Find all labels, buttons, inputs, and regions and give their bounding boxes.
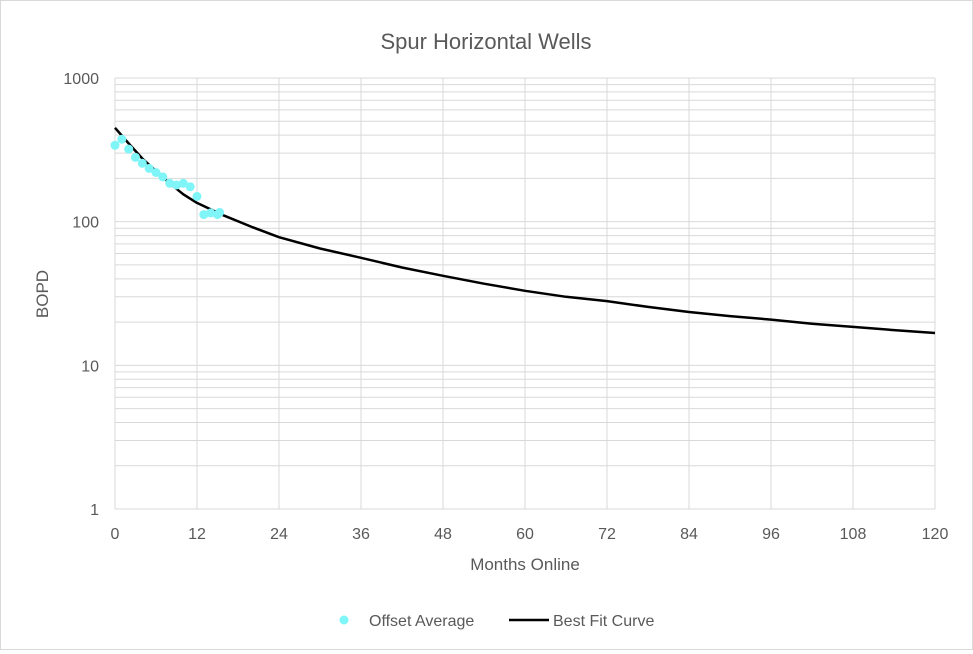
offset-average-point bbox=[178, 178, 188, 188]
x-axis-title: Months Online bbox=[470, 555, 580, 574]
x-axis-ticks: 0 12 24 36 48 60 72 84 96 108 120 bbox=[111, 526, 949, 543]
x-tick-label: 60 bbox=[516, 526, 534, 543]
y-tick-label: 100 bbox=[72, 215, 99, 232]
gridlines bbox=[114, 77, 936, 510]
offset-average-point bbox=[131, 152, 140, 162]
x-tick-label: 96 bbox=[762, 526, 780, 543]
x-tick-label: 84 bbox=[680, 526, 698, 543]
y-tick-label: 10 bbox=[81, 358, 99, 375]
x-tick-label: 24 bbox=[270, 526, 288, 543]
series-layer bbox=[110, 126, 936, 335]
offset-average-point bbox=[192, 191, 202, 201]
y-axis-ticks: 1 10 100 1000 bbox=[63, 71, 99, 519]
x-tick-label: 36 bbox=[352, 526, 370, 543]
legend-label-best-fit-curve: Best Fit Curve bbox=[553, 613, 654, 630]
offset-average-point bbox=[110, 140, 120, 150]
offset-average-point bbox=[172, 180, 181, 190]
offset-average-point bbox=[144, 163, 154, 173]
x-tick-label: 72 bbox=[598, 526, 616, 543]
offset-average-point bbox=[199, 210, 209, 220]
y-axis-title: BOPD bbox=[33, 270, 52, 318]
offset-average-point bbox=[185, 182, 195, 192]
x-tick-label: 120 bbox=[922, 526, 949, 543]
offset-average-point bbox=[151, 168, 161, 177]
offset-average-point bbox=[158, 172, 168, 182]
offset-average-point bbox=[215, 207, 225, 217]
offset-average-point bbox=[117, 134, 127, 144]
legend: Offset Average Best Fit Curve bbox=[339, 613, 654, 630]
y-tick-label: 1000 bbox=[63, 71, 99, 88]
x-tick-label: 0 bbox=[111, 526, 120, 543]
legend-label-offset-average: Offset Average bbox=[369, 613, 474, 630]
x-tick-label: 12 bbox=[188, 526, 206, 543]
chart-title: Spur Horizontal Wells bbox=[380, 29, 591, 54]
offset-average-point bbox=[137, 158, 147, 168]
offset-average-point bbox=[124, 144, 134, 154]
offset-average-point bbox=[165, 178, 175, 188]
offset-average-point bbox=[206, 208, 216, 218]
legend-marker-offset-average bbox=[339, 615, 349, 625]
y-tick-label: 1 bbox=[90, 502, 99, 519]
x-tick-label: 48 bbox=[434, 526, 452, 543]
x-tick-label: 108 bbox=[840, 526, 867, 543]
